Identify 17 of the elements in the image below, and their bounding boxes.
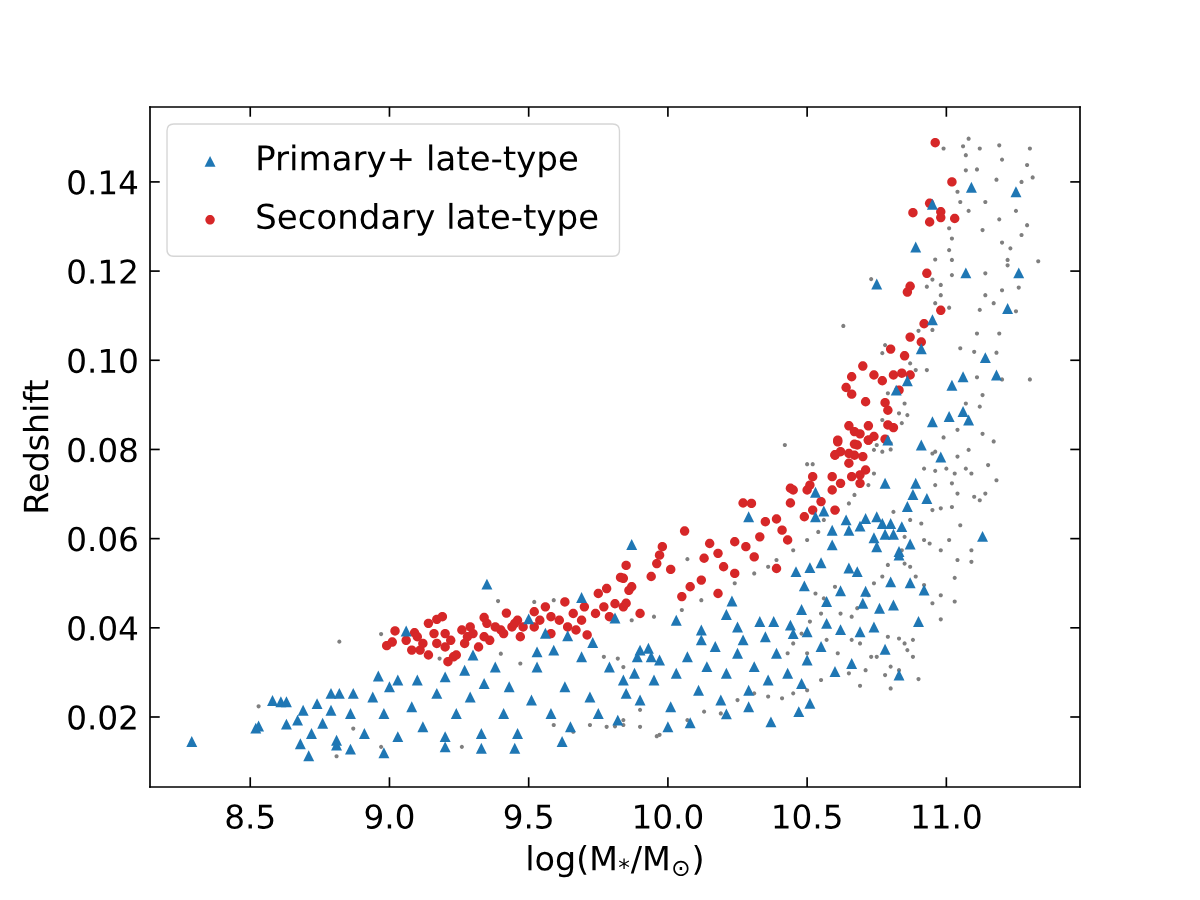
y-tick-label: 0.12 [68, 259, 136, 284]
x-tick-label: 11.0 [913, 804, 981, 829]
y-tick-label: 0.10 [68, 348, 137, 374]
x-tick-label: 10.0 [635, 804, 703, 829]
x-tick-label: 9.0 [365, 804, 414, 829]
x-axis-title: log(M$_{*}$/M$_{⊙}$) [528, 844, 702, 878]
y-tick-label: 0.08 [68, 437, 137, 463]
y-tick-label: 0.02 [68, 705, 136, 730]
legend-label: Primary+ late-type [258, 144, 578, 178]
y-axis-title: Redshift [22, 380, 49, 512]
y-tick-label: 0.14 [68, 170, 138, 195]
y-tick-label: 0.04 [68, 615, 138, 641]
x-tick-label: 9.5 [504, 804, 552, 829]
x-tick-label: 10.5 [774, 804, 841, 829]
y-tick-label: 0.06 [68, 526, 137, 552]
x-tick-label: 8.5 [226, 804, 274, 829]
legend-label: Secondary late-type [257, 202, 598, 236]
